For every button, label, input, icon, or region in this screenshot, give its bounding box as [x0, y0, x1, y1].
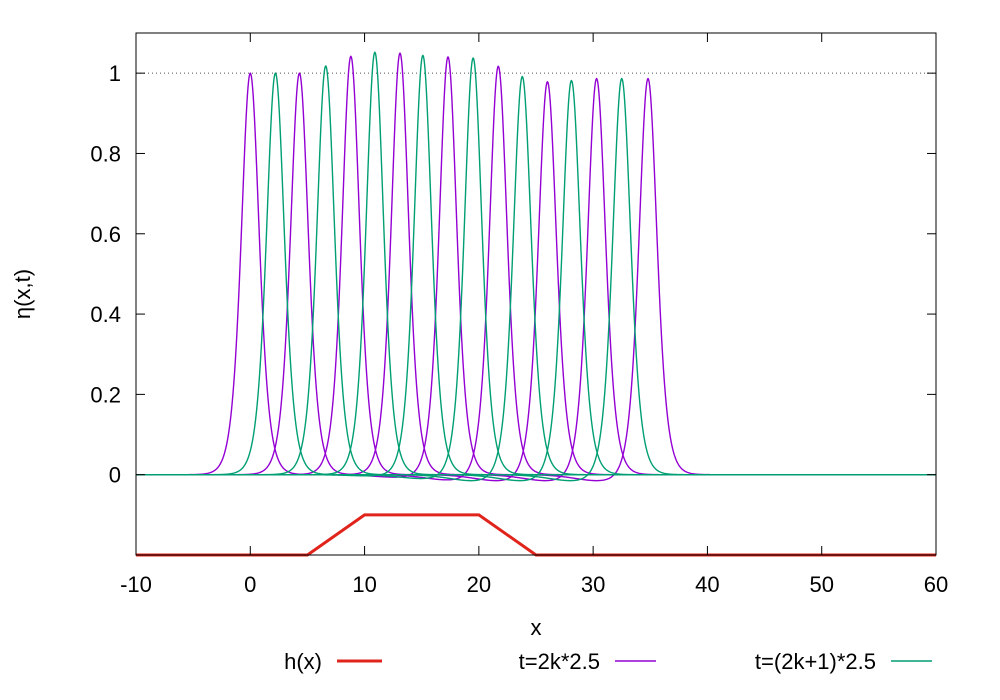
legend: h(x) t=2k*2.5 t=(2k+1)*2.5 — [284, 649, 932, 674]
soliton-curve — [135, 72, 937, 476]
x-axis-label: x — [531, 615, 542, 640]
legend-item: h(x) — [284, 649, 382, 674]
plot-frame — [135, 32, 937, 556]
x-tick-label: -10 — [120, 572, 152, 597]
legend-item: t=2k*2.5 — [519, 649, 656, 674]
series-0 — [136, 513, 936, 557]
y-axis-label: η(x,t) — [10, 269, 35, 319]
legend-label: h(x) — [284, 649, 322, 674]
tick-marks — [135, 33, 937, 555]
y-tick-labels: 0 0.2 0.4 0.6 0.8 1 — [90, 61, 121, 488]
series-layer — [135, 51, 937, 557]
legend-item: t=(2k+1)*2.5 — [755, 649, 932, 674]
x-tick-label: 0 — [244, 572, 256, 597]
y-tick-label: 0.6 — [90, 222, 121, 247]
x-tick-label: 20 — [467, 572, 491, 597]
series-line-h — [136, 513, 936, 557]
x-tick-labels: -10 0 10 20 30 40 50 60 — [120, 572, 948, 597]
y-tick-label: 0.4 — [90, 302, 121, 327]
y-tick-label: 1 — [109, 61, 121, 86]
x-tick-label: 10 — [352, 572, 376, 597]
x-tick-label: 60 — [924, 572, 948, 597]
y-tick-label: 0.8 — [90, 141, 121, 166]
y-tick-label: 0 — [109, 463, 121, 488]
series-2 — [135, 51, 937, 482]
x-tick-label: 30 — [581, 572, 605, 597]
legend-label: t=(2k+1)*2.5 — [755, 649, 876, 674]
x-tick-label: 40 — [695, 572, 719, 597]
legend-label: t=2k*2.5 — [519, 649, 600, 674]
soliton-curve — [135, 77, 937, 482]
y-tick-label: 0.2 — [90, 382, 121, 407]
x-tick-label: 50 — [809, 572, 833, 597]
